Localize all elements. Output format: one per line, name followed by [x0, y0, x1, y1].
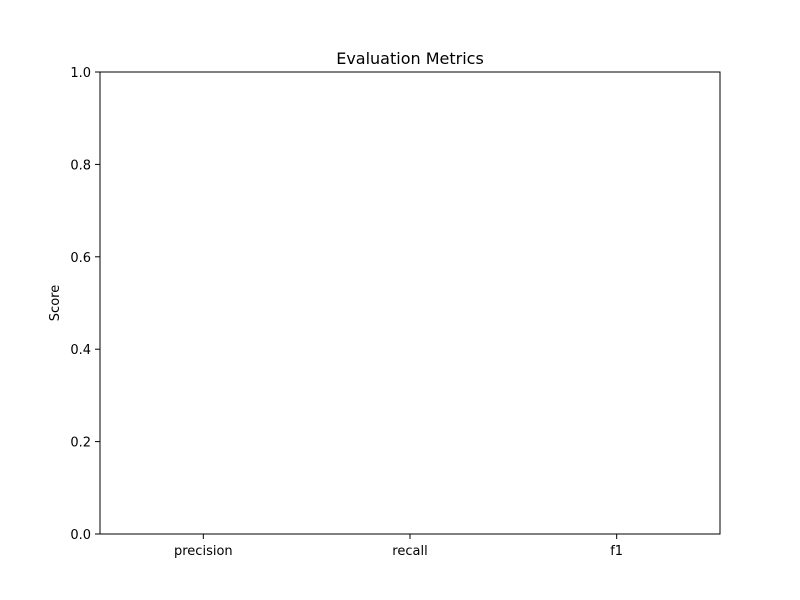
- y-tick-label: 0.0: [70, 528, 91, 543]
- y-tick-label: 0.6: [70, 251, 91, 266]
- x-tick-label-precision: precision: [174, 544, 233, 559]
- x-tick-label-f1: f1: [610, 544, 623, 559]
- y-tick-label: 0.4: [70, 343, 91, 358]
- y-axis-label: Score: [48, 285, 63, 321]
- y-tick-label: 1.0: [70, 66, 91, 81]
- y-axis: 0.0 0.2 0.4 0.6 0.8 1.0: [70, 66, 100, 543]
- y-tick-label: 0.2: [70, 436, 91, 451]
- chart-title: Evaluation Metrics: [336, 49, 484, 68]
- y-tick-label: 0.8: [70, 158, 91, 173]
- x-tick-label-recall: recall: [392, 544, 427, 559]
- x-axis: precision recall f1: [174, 534, 623, 559]
